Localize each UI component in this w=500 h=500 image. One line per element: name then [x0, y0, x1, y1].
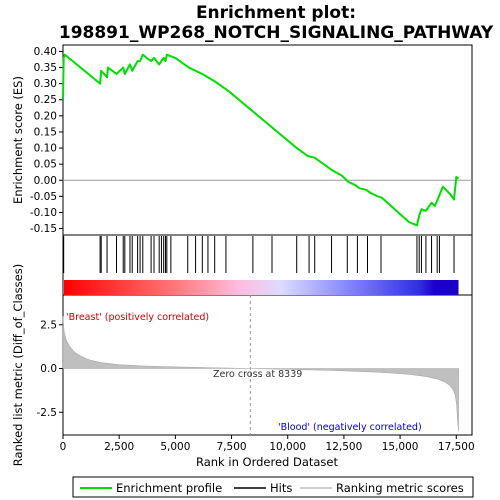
- x-tick-label: 15,000: [382, 441, 419, 453]
- legend-label-metric: Ranking metric scores: [336, 481, 464, 495]
- es-y-tick-label: 0.15: [34, 126, 57, 138]
- es-y-tick-label: 0.40: [34, 46, 57, 58]
- legend: [72, 476, 474, 498]
- es-y-tick-label: 0.20: [34, 110, 57, 122]
- enrichment-profile-layer: [62, 53, 460, 227]
- x-tick-label: 5,000: [160, 441, 190, 453]
- metric-y-tick-label: 0.0: [40, 363, 57, 375]
- es-y-tick-label: 0.25: [34, 94, 57, 106]
- es-y-tick-label: -0.05: [30, 191, 57, 203]
- x-tick-label: 0: [60, 441, 67, 453]
- legend-label-hits: Hits: [270, 481, 292, 495]
- chart-title-line2: 198891_WP268_NOTCH_SIGNALING_PATHWAY: [59, 23, 494, 43]
- x-axis-label: Rank in Ordered Dataset: [196, 455, 339, 469]
- ranking-metric-area: [62, 315, 459, 432]
- metric-y-tick-label: 2.5: [40, 319, 57, 331]
- enrichment-profile-line: [62, 53, 460, 227]
- x-axis: 0 2,500 5,000 7,500 10,000 12,500 15,000 17,500: [60, 435, 475, 453]
- rank-heatmap-bar: [64, 280, 459, 295]
- es-y-tick-label: 0.05: [34, 159, 57, 171]
- x-tick-label: 12,500: [326, 441, 363, 453]
- metric-y-tick-label: -2.5: [37, 407, 58, 419]
- ranking-metric-layer: [62, 295, 459, 435]
- rank-heatmap: [64, 280, 459, 295]
- es-y-tick-label: 0.10: [34, 143, 57, 155]
- x-tick-label: 10,000: [269, 441, 306, 453]
- metric-y-axis-label: Ranked list metric (Diff_of_Classes): [11, 264, 25, 466]
- es-panel: [62, 44, 473, 236]
- es-y-axis-label: Enrichment score (ES): [11, 76, 25, 204]
- es-y-tick-label: -0.15: [30, 223, 57, 235]
- chart-title-line1: Enrichment plot:: [196, 3, 356, 23]
- x-tick-label: 7,500: [217, 441, 247, 453]
- hits-layer: [63, 236, 455, 273]
- zero-cross-label: Zero cross at 8339: [213, 369, 302, 380]
- x-tick-label: 2,500: [104, 441, 134, 453]
- es-y-tick-label: 0.30: [34, 78, 57, 90]
- es-y-tick-label: -0.10: [30, 207, 57, 219]
- x-tick-label: 17,500: [438, 441, 475, 453]
- metric-axis: -2.5 0.0 2.5: [37, 319, 63, 419]
- legend-label-profile: Enrichment profile: [116, 481, 222, 495]
- es-y-tick-label: 0.00: [34, 175, 57, 187]
- negative-class-label: 'Blood' (negatively correlated): [278, 422, 422, 433]
- es-axis: -0.15 -0.10 -0.05 0.00 0.05 0.10 0.15 0.20 0.25 0…: [30, 46, 472, 235]
- positive-class-label: 'Breast' (positively correlated): [66, 312, 209, 323]
- es-y-tick-label: 0.35: [34, 62, 57, 74]
